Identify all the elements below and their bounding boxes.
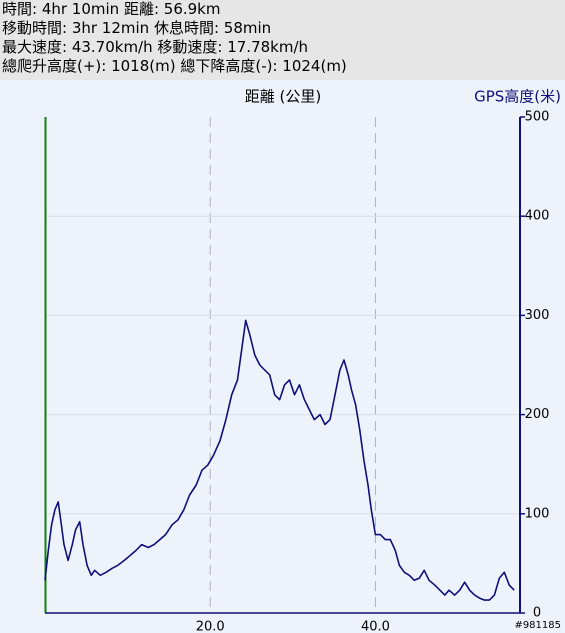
x-axis-title: 距離 (公里) [245, 88, 321, 106]
stat-line: 總爬升高度(+): 1018(m) 總下降高度(-): 1024(m) [2, 57, 347, 75]
x-tick-label: 20.0 [196, 620, 225, 633]
y-tick-label: 400 [525, 209, 550, 224]
y-tick-label: 0 [533, 606, 541, 621]
watermark: #981185 [514, 620, 561, 631]
stat-line: 時間: 4hr 10min 距離: 56.9km [2, 0, 221, 18]
y-tick-label: 200 [525, 407, 550, 422]
stat-line: 最大速度: 43.70km/h 移動速度: 17.78km/h [2, 38, 309, 56]
y-axis-title: GPS高度(米) [474, 88, 561, 106]
stat-line: 移動時間: 3hr 12min 休息時間: 58min [2, 19, 272, 37]
elevation-line [44, 319, 515, 601]
y-tick-label: 500 [525, 110, 550, 125]
y-tick-label: 300 [525, 308, 550, 323]
y-tick-label: 100 [525, 506, 550, 521]
x-tick-label: 40.0 [361, 620, 390, 633]
stats-header: 時間: 4hr 10min 距離: 56.9km 移動時間: 3hr 12min… [0, 0, 565, 80]
